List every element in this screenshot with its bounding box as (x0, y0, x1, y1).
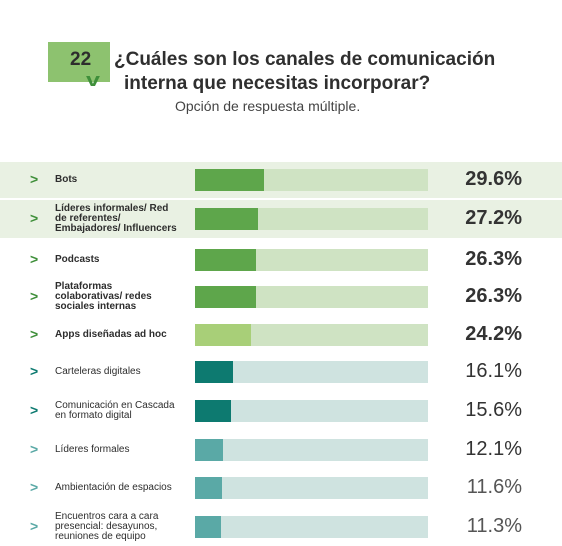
value-label: 24.2% (465, 323, 522, 345)
chevron-right-icon: > (30, 518, 39, 534)
bar (195, 249, 257, 271)
category-label: Bots (55, 175, 195, 185)
bar-track (195, 477, 428, 499)
value-label: 16.1% (465, 360, 522, 382)
category-label: Ambientación de espacios (55, 483, 195, 493)
chevron-right-icon: > (30, 288, 39, 304)
value-label: 26.3% (465, 285, 522, 307)
category-label-line: reuniones de equipo (55, 531, 146, 542)
chart-row: > Podcasts 26.3% (0, 242, 562, 278)
bar (195, 208, 259, 230)
value-label: 12.1% (465, 438, 522, 460)
chevron-right-icon: > (30, 441, 39, 457)
value-label: 29.6% (465, 168, 522, 190)
category-label: Plataformas colaborativas/ redes sociales … (55, 282, 195, 312)
chart-row: > Líderes informales/ Red de referentes/Em… (0, 200, 562, 238)
value-label: 15.6% (465, 399, 522, 421)
value-label: 11.3% (466, 515, 522, 537)
bar (195, 361, 233, 383)
category-label-line: Líderes formales (55, 444, 130, 455)
question-subtitle: Opción de respuesta múltiple. (175, 98, 361, 114)
value-label: 11.6% (466, 476, 522, 498)
bar-track (195, 286, 428, 308)
chevron-right-icon: > (30, 326, 39, 342)
category-label-line: Embajadores/ Influencers (55, 223, 177, 234)
question-number-box (48, 42, 110, 82)
chevron-right-icon: > (30, 210, 39, 226)
category-label-line: Carteleras digitales (55, 366, 141, 377)
chart-row: > Apps diseñadas ad hoc 24.2% (0, 317, 562, 353)
category-label-line: sociales internas (55, 301, 137, 312)
category-label: Podcasts (55, 255, 195, 265)
category-label-line: en formato digital (55, 410, 132, 421)
value-label: 27.2% (465, 207, 522, 229)
category-label-line: Ambientación de espacios (55, 482, 172, 493)
bar-track (195, 249, 428, 271)
chart-row: > Encuentros cara a cara presencial: desay… (0, 508, 562, 546)
question-title-line2: interna que necesitas incorporar? (124, 73, 431, 94)
bar-track (195, 169, 428, 191)
bar (195, 516, 222, 538)
chevron-right-icon: > (30, 363, 39, 379)
category-label-line: presencial: desayunos, (55, 521, 158, 532)
question-title: ¿Cuáles son los canales de comunicación … (114, 48, 534, 96)
chevron-right-icon: > (30, 479, 39, 495)
category-label: Líderes formales (55, 445, 195, 455)
category-label: Apps diseñadas ad hoc (55, 330, 195, 340)
bar (195, 400, 232, 422)
chevron-right-icon: > (30, 171, 39, 187)
chart-row: > Plataformas colaborativas/ redes sociales… (0, 278, 562, 316)
category-label: Líderes informales/ Red de referentes/Emb… (55, 204, 195, 234)
category-label-line: Comunicación en Cascada (55, 400, 175, 411)
bar-track (195, 439, 428, 461)
category-label-line: colaborativas/ redes (55, 291, 152, 302)
chart-row: > Comunicación en Cascada en formato digit… (0, 392, 562, 430)
category-label-line: Plataformas (55, 281, 113, 292)
category-label-line: Apps diseñadas ad hoc (55, 329, 167, 340)
chevron-down-icon: v (85, 70, 101, 90)
category-label-line: Podcasts (55, 254, 100, 265)
chart-row: > Bots 29.6% (0, 162, 562, 198)
bar-track (195, 361, 428, 383)
chevron-right-icon: > (30, 402, 39, 418)
category-label-line: Bots (55, 174, 78, 185)
chart-row: > Carteleras digitales 16.1% (0, 354, 562, 390)
question-header: 22 v ¿Cuáles son los canales de comunica… (0, 0, 562, 160)
category-label: Comunicación en Cascada en formato digita… (55, 401, 195, 421)
value-label: 26.3% (465, 248, 522, 270)
bar (195, 477, 223, 499)
question-title-line1: ¿Cuáles son los canales de comunicación (114, 49, 496, 70)
bar-chart: > Bots 29.6% > Líderes informales/ Red de ref… (0, 162, 562, 546)
bar-track (195, 208, 428, 230)
bar (195, 324, 252, 346)
bar-track (195, 516, 428, 538)
category-label: Encuentros cara a cara presencial: desayu… (55, 512, 195, 542)
chart-row: > Ambientación de espacios 11.6% (0, 470, 562, 506)
category-label-line: de referentes/ (55, 213, 121, 224)
chevron-right-icon: > (30, 251, 39, 267)
category-label-line: Líderes informales/ Red (55, 203, 169, 214)
bar (195, 286, 257, 308)
bar-track (195, 324, 428, 346)
bar (195, 169, 264, 191)
category-label: Carteleras digitales (55, 367, 195, 377)
chart-row: > Líderes formales 12.1% (0, 432, 562, 468)
bar (195, 439, 224, 461)
category-label-line: Encuentros cara a cara (55, 511, 159, 522)
question-number: 22 (70, 49, 92, 70)
bar-track (195, 400, 428, 422)
